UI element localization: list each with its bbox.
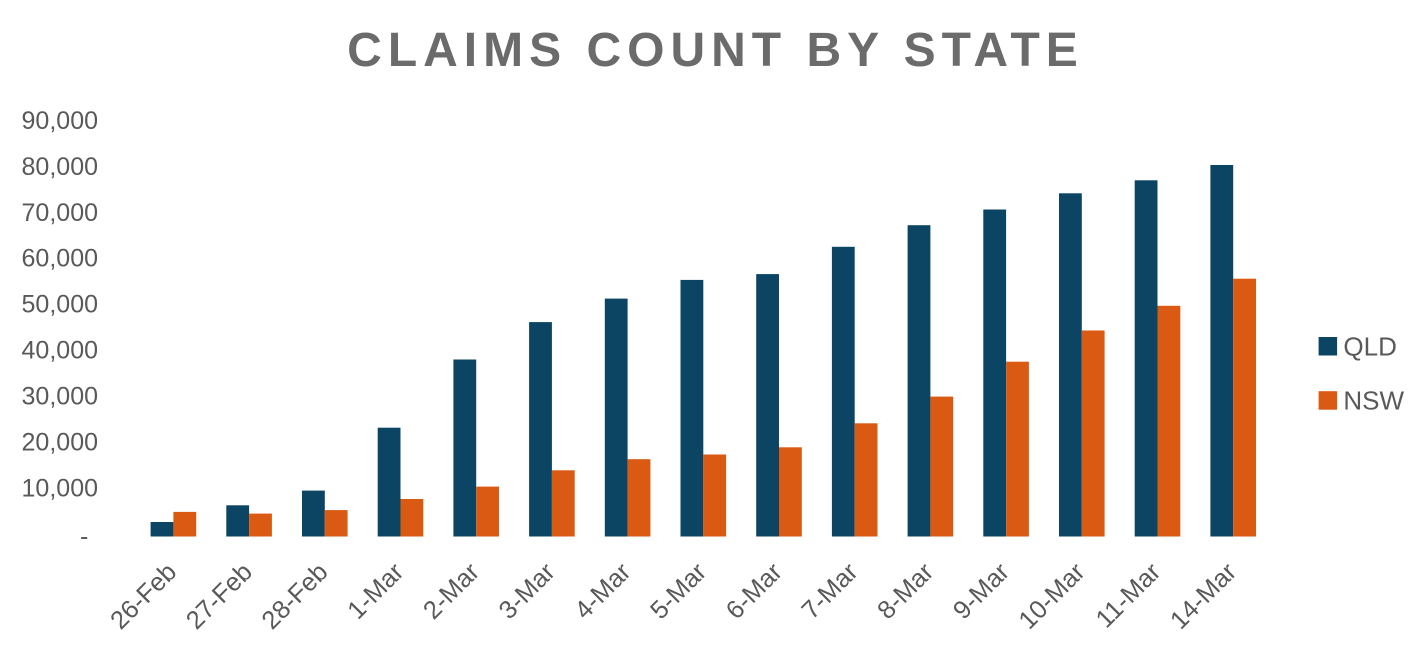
svg-text:QLD: QLD [1343,331,1396,361]
svg-text:20,000: 20,000 [22,429,98,457]
svg-text:-: - [80,522,88,550]
svg-text:CLAIMS COUNT BY STATE: CLAIMS COUNT BY STATE [347,24,1084,77]
svg-text:10,000: 10,000 [22,475,98,503]
svg-text:90,000: 90,000 [22,107,98,135]
svg-text:40,000: 40,000 [22,337,98,365]
svg-text:60,000: 60,000 [22,245,98,273]
svg-text:70,000: 70,000 [22,199,98,227]
svg-text:80,000: 80,000 [22,153,98,181]
svg-text:50,000: 50,000 [22,291,98,319]
svg-text:NSW: NSW [1343,386,1404,416]
svg-text:30,000: 30,000 [22,383,98,411]
